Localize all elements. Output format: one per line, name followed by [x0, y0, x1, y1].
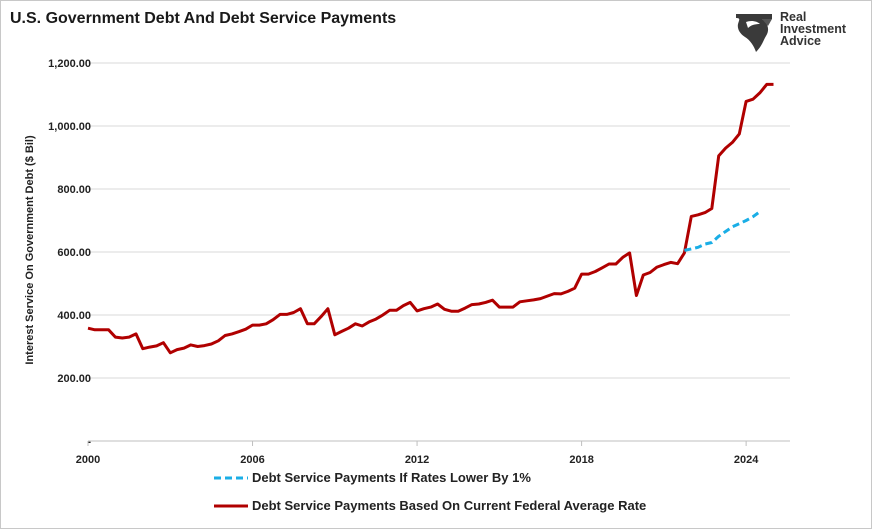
eagle-head-icon — [736, 14, 772, 52]
y-axis-label: Interest Service On Government Debt ($ B… — [24, 135, 36, 365]
y-tick-label: 400.00 — [57, 310, 91, 322]
y-tick-label: 200.00 — [57, 373, 91, 385]
x-tick-label: 2018 — [569, 454, 593, 466]
x-tick-label: 2006 — [240, 454, 264, 466]
logo-line: Advice — [780, 34, 821, 48]
y-tick-label: 600.00 — [57, 247, 91, 259]
x-tick-label: 2024 — [734, 454, 759, 466]
real-investment-advice-logo: Real Investment Advice — [732, 10, 862, 56]
logo-line: Investment — [780, 22, 846, 36]
legend-label: Debt Service Payments If Rates Lower By … — [252, 470, 531, 485]
logo-line: Real — [780, 10, 807, 24]
y-tick-label: 1,200.00 — [48, 58, 91, 70]
series-line-current-rate — [87, 82, 774, 355]
legend-swatch-solid — [214, 504, 248, 508]
legend-label: Debt Service Payments Based On Current F… — [252, 498, 647, 513]
x-tick-label: 2000 — [76, 454, 100, 466]
x-tick-label: 2012 — [405, 454, 429, 466]
y-tick-label: 1,000.00 — [48, 121, 91, 133]
y-tick-label: - — [87, 436, 91, 448]
y-tick-label: 800.00 — [57, 184, 91, 196]
series-line-lower-rate — [684, 210, 761, 252]
legend-swatch-dashed — [214, 476, 248, 480]
chart-title: U.S. Government Debt And Debt Service Pa… — [10, 10, 397, 27]
